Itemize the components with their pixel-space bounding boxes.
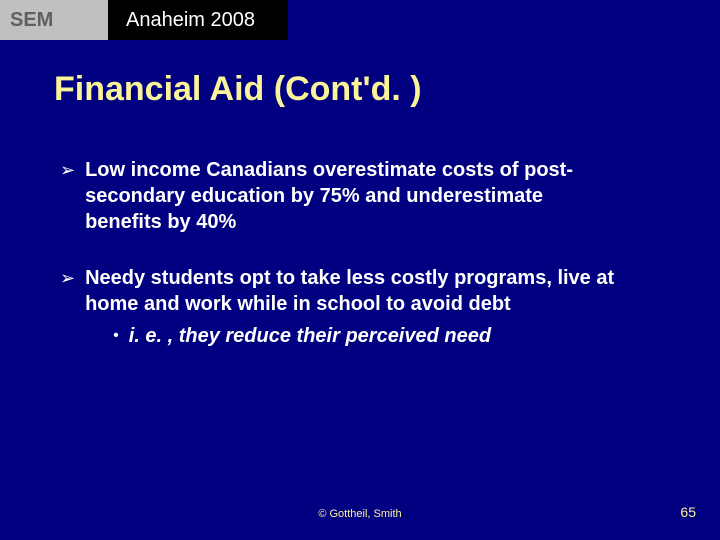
sub-bullet-text: i. e. , they reduce their perceived need — [129, 323, 491, 349]
header-bar: SEM Anaheim 2008 — [0, 0, 720, 40]
bullet-arrow-icon: ➢ — [60, 157, 75, 235]
bullet-item: ➢ Low income Canadians overestimate cost… — [60, 157, 620, 235]
page-number: 65 — [680, 504, 696, 520]
bullet-list: ➢ Low income Canadians overestimate cost… — [60, 157, 720, 349]
footer: © Gottheil, Smith 65 — [0, 508, 720, 520]
sem-badge: SEM — [0, 0, 108, 40]
bullet-arrow-icon: ➢ — [60, 265, 75, 349]
sub-bullet-dot-icon: • — [113, 323, 119, 349]
slide-title: Financial Aid (Cont'd. ) — [54, 70, 720, 109]
sub-bullet: • i. e. , they reduce their perceived ne… — [113, 323, 620, 349]
bullet-text: Low income Canadians overestimate costs … — [85, 157, 620, 235]
bullet-item: ➢ Needy students opt to take less costly… — [60, 265, 620, 349]
bullet-text: Needy students opt to take less costly p… — [85, 267, 614, 315]
conference-label: Anaheim 2008 — [108, 0, 288, 40]
copyright-text: © Gottheil, Smith — [0, 508, 720, 520]
